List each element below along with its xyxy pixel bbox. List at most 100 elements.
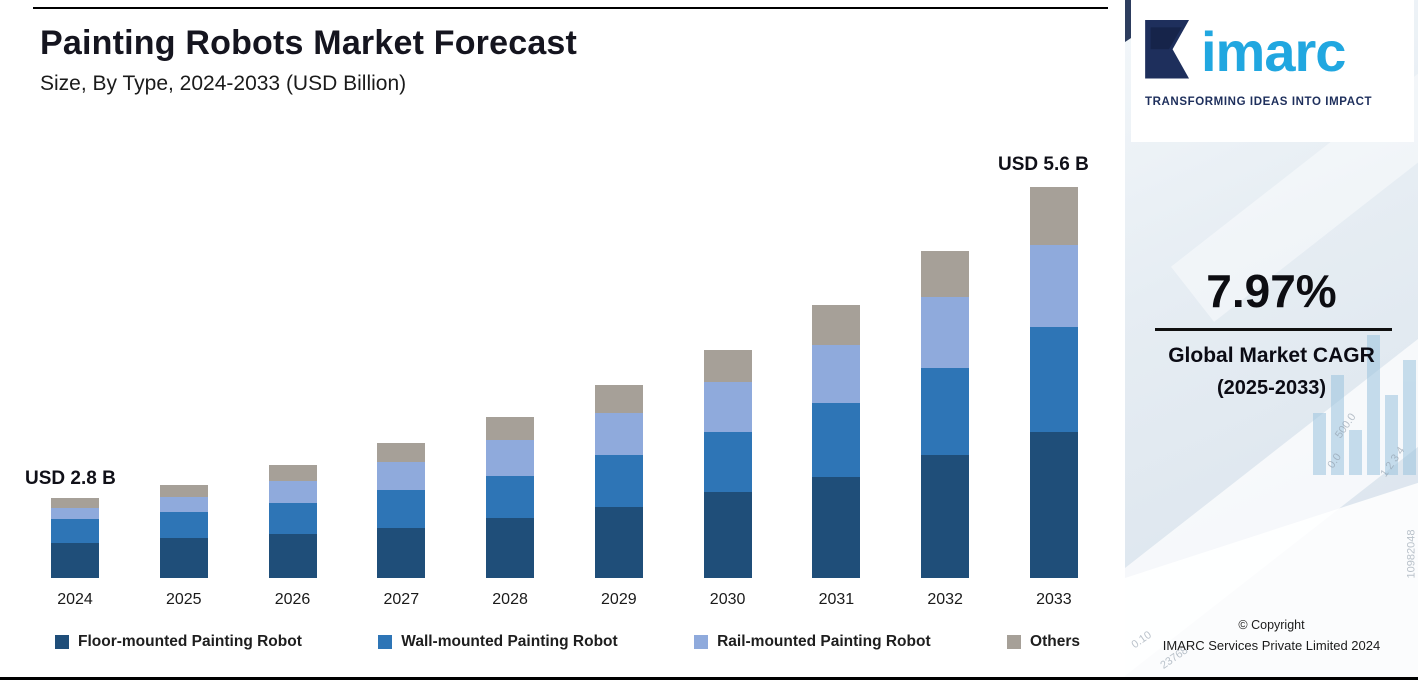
bar-segment <box>1029 245 1078 327</box>
decor-bar <box>1385 395 1398 475</box>
x-axis-label: 2030 <box>709 591 746 608</box>
bar-segment <box>486 476 535 518</box>
bar-column: 2033 <box>1029 140 1078 608</box>
bar-column: 2029 <box>594 140 643 608</box>
bar-segment <box>594 385 643 413</box>
bar-segment <box>51 498 99 508</box>
bar-segment <box>377 490 426 528</box>
bar-segment <box>268 481 317 503</box>
imarc-logo: imarc <box>1145 20 1346 84</box>
bar-segment <box>703 350 752 382</box>
bar-segment <box>377 462 426 490</box>
bar-segment <box>1029 327 1078 432</box>
legend-swatch <box>55 635 69 649</box>
cagr-underline <box>1155 328 1392 331</box>
bar-segment <box>921 251 970 297</box>
bar-segment <box>159 538 208 578</box>
page-title: Painting Robots Market Forecast <box>40 24 578 62</box>
bar-segment <box>377 443 426 462</box>
bar-segment <box>486 518 535 578</box>
bar-column: 2031 <box>812 140 861 608</box>
bars: 2024 2025 2026 2027 2028 2029 2030 2031 2032 2033 <box>40 140 1100 608</box>
bar-column: 2025 <box>159 140 208 608</box>
decor-bar-chart <box>1313 295 1416 475</box>
bar-segment <box>268 503 317 534</box>
bar-segment <box>51 543 99 578</box>
legend-label: Wall-mounted Painting Robot <box>401 633 618 650</box>
top-divider <box>33 7 1108 9</box>
bar-column: 2030 <box>703 140 752 608</box>
x-axis-label: 2029 <box>601 591 637 608</box>
bar-column: 2024 <box>51 140 99 608</box>
bar-segment <box>159 512 208 538</box>
bar-segment <box>812 305 861 345</box>
decor-bar <box>1367 335 1380 475</box>
decor-bar <box>1349 430 1362 475</box>
x-axis-label: 2028 <box>492 591 528 608</box>
bar-segment <box>159 497 208 512</box>
decor-bar <box>1313 413 1326 475</box>
stacked-bar-chart: USD 2.8 B USD 5.6 B 2024 2025 2026 2027 2028… <box>25 140 1100 608</box>
decor-bar <box>1403 360 1416 475</box>
bar-segment <box>1029 432 1078 578</box>
bar-segment <box>51 519 99 543</box>
bar-segment <box>703 382 752 432</box>
logo-card: imarc TRANSFORMING IDEAS INTO IMPACT <box>1131 0 1414 142</box>
bar-segment <box>921 368 970 455</box>
page-subtitle: Size, By Type, 2024-2033 (USD Billion) <box>40 72 407 95</box>
bar-segment <box>268 465 317 481</box>
legend-item: Others <box>1007 633 1080 651</box>
bar-segment <box>377 528 426 578</box>
decor-bar <box>1331 375 1344 475</box>
copyright: © Copyright IMARC Services Private Limit… <box>1133 616 1410 656</box>
bottom-divider <box>0 677 1418 680</box>
legend-swatch <box>1007 635 1022 649</box>
bar-segment <box>1029 187 1078 245</box>
legend-swatch <box>378 635 393 649</box>
x-axis-label: 2024 <box>57 591 93 608</box>
brand-tagline: TRANSFORMING IDEAS INTO IMPACT <box>1145 96 1373 108</box>
x-axis-label: 2025 <box>165 591 202 608</box>
chart-section: Painting Robots Market Forecast Size, By… <box>25 7 1108 651</box>
x-axis-label: 2033 <box>1036 591 1072 608</box>
bar-column: 2026 <box>268 140 317 608</box>
bar-segment <box>51 508 99 519</box>
bar-segment <box>812 345 861 403</box>
bar-column: 2028 <box>486 140 535 608</box>
legend-label: Rail-mounted Painting Robot <box>717 633 931 650</box>
bar-segment <box>703 432 752 492</box>
legend-item: Floor-mounted Painting Robot <box>55 633 302 651</box>
bar-segment <box>812 403 861 477</box>
imarc-logo-text: imarc <box>1201 20 1346 83</box>
annotation-last-year: USD 5.6 B <box>998 154 1089 175</box>
bar-segment <box>921 297 970 368</box>
bar-segment <box>703 492 752 578</box>
chart-legend: Floor-mounted Painting Robot Wall-mounted… <box>40 633 1080 651</box>
decor-number: 10982048 <box>1405 529 1418 579</box>
bar-segment <box>594 455 643 507</box>
bar-segment <box>921 455 970 578</box>
bar-segment <box>594 413 643 455</box>
imarc-logo-icon <box>1145 20 1190 79</box>
bar-segment <box>159 485 208 497</box>
bar-segment <box>486 417 535 440</box>
cagr-label: Global Market CAGR <box>1168 344 1375 367</box>
brand-sidebar: 500.0 0.0 1 2 3 4 10982048 0.10 23768 im… <box>1125 0 1418 680</box>
cagr-period: (2025-2033) <box>1217 377 1326 399</box>
x-axis-label: 2027 <box>383 591 420 608</box>
copyright-line2: IMARC Services Private Limited 2024 <box>1162 637 1381 653</box>
bar-segment <box>812 477 861 578</box>
bar-segment <box>268 534 317 578</box>
legend-label: Others <box>1030 633 1080 650</box>
bar-segment <box>594 507 643 578</box>
x-axis-label: 2031 <box>818 591 855 608</box>
legend-item: Rail-mounted Painting Robot <box>694 633 931 651</box>
x-axis-label: 2032 <box>927 591 963 608</box>
bar-column: 2032 <box>921 140 970 608</box>
legend-swatch <box>694 635 709 649</box>
cagr-value: 7.97% <box>1206 265 1337 317</box>
bar-column: 2027 <box>377 140 426 608</box>
annotation-first-year: USD 2.8 B <box>25 468 116 489</box>
legend-label: Floor-mounted Painting Robot <box>78 633 302 650</box>
